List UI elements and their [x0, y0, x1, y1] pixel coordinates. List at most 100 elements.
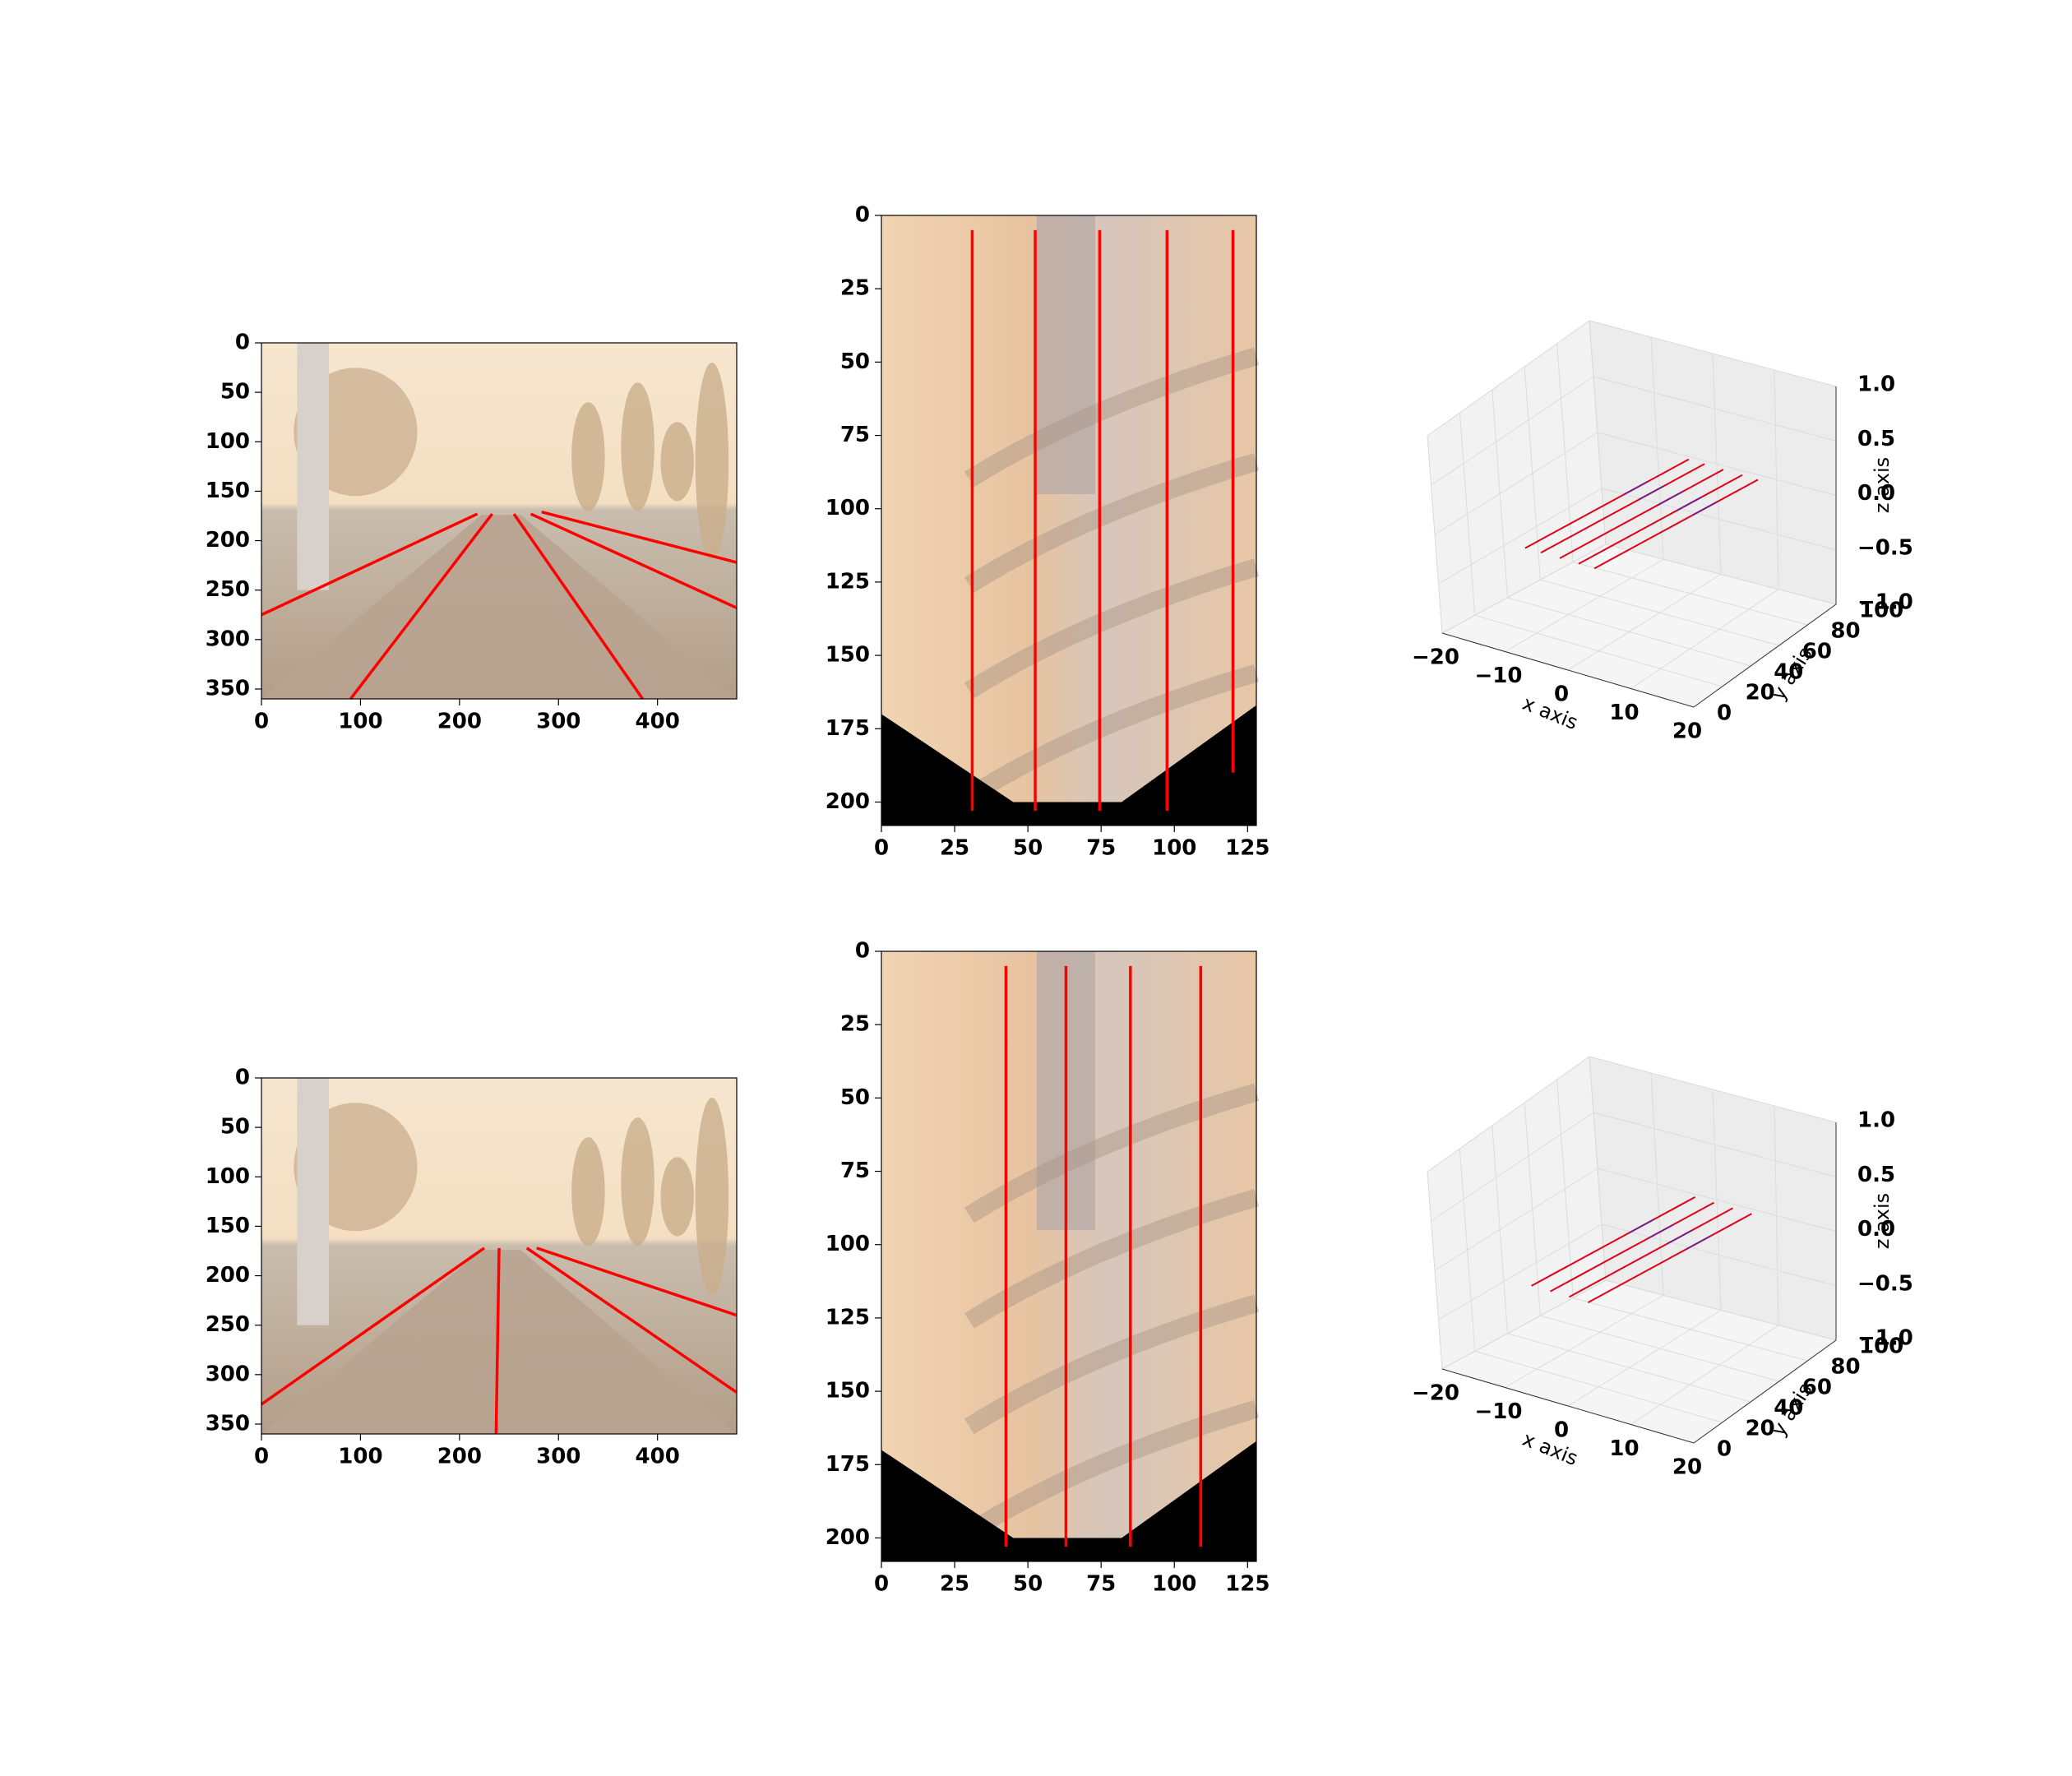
x-tick-label: 100: [338, 710, 382, 734]
y-tick-label: 150: [826, 1379, 870, 1404]
lane-line: [541, 510, 738, 564]
y-tick-label: 50: [220, 1115, 250, 1140]
grid-line: [1438, 1223, 1603, 1320]
y-tick-label: 0: [235, 1066, 250, 1090]
front-camera-panel: 0 100 200 300 400 0 50 100 150 200 250 300 350: [206, 1066, 738, 1469]
z-tick-label: −0.5: [1857, 1271, 1913, 1296]
y-tick-label: 150: [206, 479, 250, 503]
x-tick-label: −10: [1475, 1399, 1523, 1424]
x-tick-label: 20: [1672, 719, 1702, 744]
x-tick-label: 25: [940, 836, 969, 861]
x-tick-label: 200: [437, 710, 482, 734]
x-tick-label: 50: [1013, 1572, 1043, 1597]
x-axis-label: x axis: [1519, 691, 1581, 734]
y-tick-label: 200: [206, 1263, 250, 1288]
y-axis-line: [1693, 1339, 1837, 1444]
x-tick-label: 125: [1225, 1572, 1270, 1597]
tree: [695, 1098, 729, 1296]
front-camera-panel: 0 100 200 300 400 0 50 100 150 200 250 300 350: [206, 331, 738, 734]
road-surface: [261, 515, 737, 699]
tree: [571, 1137, 605, 1246]
y-tick-label: 40: [1774, 660, 1803, 685]
x-axis-line: [1441, 632, 1695, 708]
y-tick-label: 250: [206, 1312, 250, 1337]
x-tick-label: 75: [1086, 836, 1116, 861]
invalid-region: [881, 705, 1256, 826]
x-tick-label: 400: [636, 1445, 680, 1469]
grid-line: [1630, 1325, 1779, 1425]
axes-frame: [261, 1077, 738, 1435]
grid-line: [1593, 376, 1837, 442]
x-tick-label: 100: [338, 1445, 382, 1469]
grid-line: [1597, 1168, 1837, 1232]
y-tick-label: 300: [206, 1362, 250, 1386]
grid-line: [1474, 614, 1723, 687]
grid-line: [1573, 1297, 1808, 1362]
grid-line: [1507, 597, 1751, 667]
x-tick-label: 0: [1554, 1418, 1569, 1443]
y-tick-label: 350: [206, 676, 250, 701]
axes-3d-panel: −20−1001020020406080100−1.0−0.50.00.51.0…: [1412, 1056, 1913, 1480]
lane-3d-gt: [1667, 1229, 1693, 1245]
x-tick-label: 20: [1672, 1455, 1702, 1480]
lane-3d-gt: [1676, 496, 1702, 511]
y-tick-label: 250: [206, 577, 250, 602]
lane-3d-gt: [1686, 1235, 1712, 1251]
z-tick-label: −1.0: [1857, 590, 1913, 615]
x-tick-label: 0: [874, 1572, 889, 1597]
y-tick-label: 75: [840, 1159, 870, 1183]
x-axis-line: [1441, 1368, 1695, 1444]
shadow-band: [964, 1294, 1260, 1435]
lane-3d-line: [1524, 458, 1690, 549]
road-strip: [1036, 215, 1096, 494]
lane-3d-line: [1593, 479, 1759, 570]
z-tick-label: 0.0: [1857, 481, 1895, 506]
x-tick-label: 100: [1152, 836, 1196, 861]
y-tick-label: 200: [826, 789, 870, 814]
lane-line: [261, 512, 479, 617]
lane-3d-line: [1587, 1213, 1752, 1304]
lane-3d-gt: [1638, 485, 1664, 501]
y-tick-label: 40: [1774, 1396, 1803, 1421]
axes-3d-panel: −20−1001020020406080100−1.0−0.50.00.51.0…: [1412, 320, 1913, 744]
bev-panel: 0 25 50 75 100 125 0 25 50 75 100 125 150 175 200: [826, 939, 1270, 1597]
y-tick-label: 80: [1830, 619, 1860, 644]
axes-frame: [881, 950, 1257, 1562]
y-tick-label: 100: [826, 1232, 870, 1256]
y-tick-label: 20: [1746, 1417, 1775, 1441]
shadow-band: [964, 1189, 1260, 1329]
lane-3d-line: [1531, 1196, 1696, 1287]
z-tick-label: 1.0: [1857, 372, 1895, 397]
lane-3d-line: [1559, 469, 1724, 559]
y-tick-label: 200: [826, 1525, 870, 1550]
grid-line: [1505, 1294, 1664, 1388]
y-tick-label: 350: [206, 1411, 250, 1436]
grid-line: [1593, 1112, 1837, 1177]
lane-3d-gt: [1648, 1223, 1674, 1239]
grid-line: [1567, 1310, 1722, 1407]
lane-line: [494, 1247, 501, 1435]
y-tick-label: 100: [206, 1164, 250, 1189]
grid-line: [1507, 1333, 1751, 1403]
grid-line: [1474, 1350, 1723, 1423]
x-tick-label: 25: [940, 1572, 969, 1597]
x-tick-label: −20: [1412, 1381, 1459, 1406]
y-tick-label: 175: [826, 1452, 870, 1477]
grid-line: [1573, 562, 1808, 626]
y-tick-label: 60: [1802, 1376, 1832, 1400]
grid-line: [1630, 589, 1779, 689]
x-tick-label: 0: [874, 836, 889, 861]
shadow-band: [964, 1399, 1260, 1540]
y-tick-label: 75: [840, 423, 870, 447]
y-tick-label: 300: [206, 627, 250, 651]
pillar: [297, 1078, 329, 1325]
tree: [660, 422, 694, 502]
grid-line: [1540, 1315, 1779, 1382]
y-tick-label: 150: [206, 1214, 250, 1238]
y-tick-label: 25: [840, 276, 870, 301]
lane-line: [530, 512, 738, 609]
z-tick-label: 0.0: [1857, 1217, 1895, 1242]
y-tick-label: 125: [826, 569, 870, 594]
lane-3d-gt: [1622, 480, 1649, 496]
